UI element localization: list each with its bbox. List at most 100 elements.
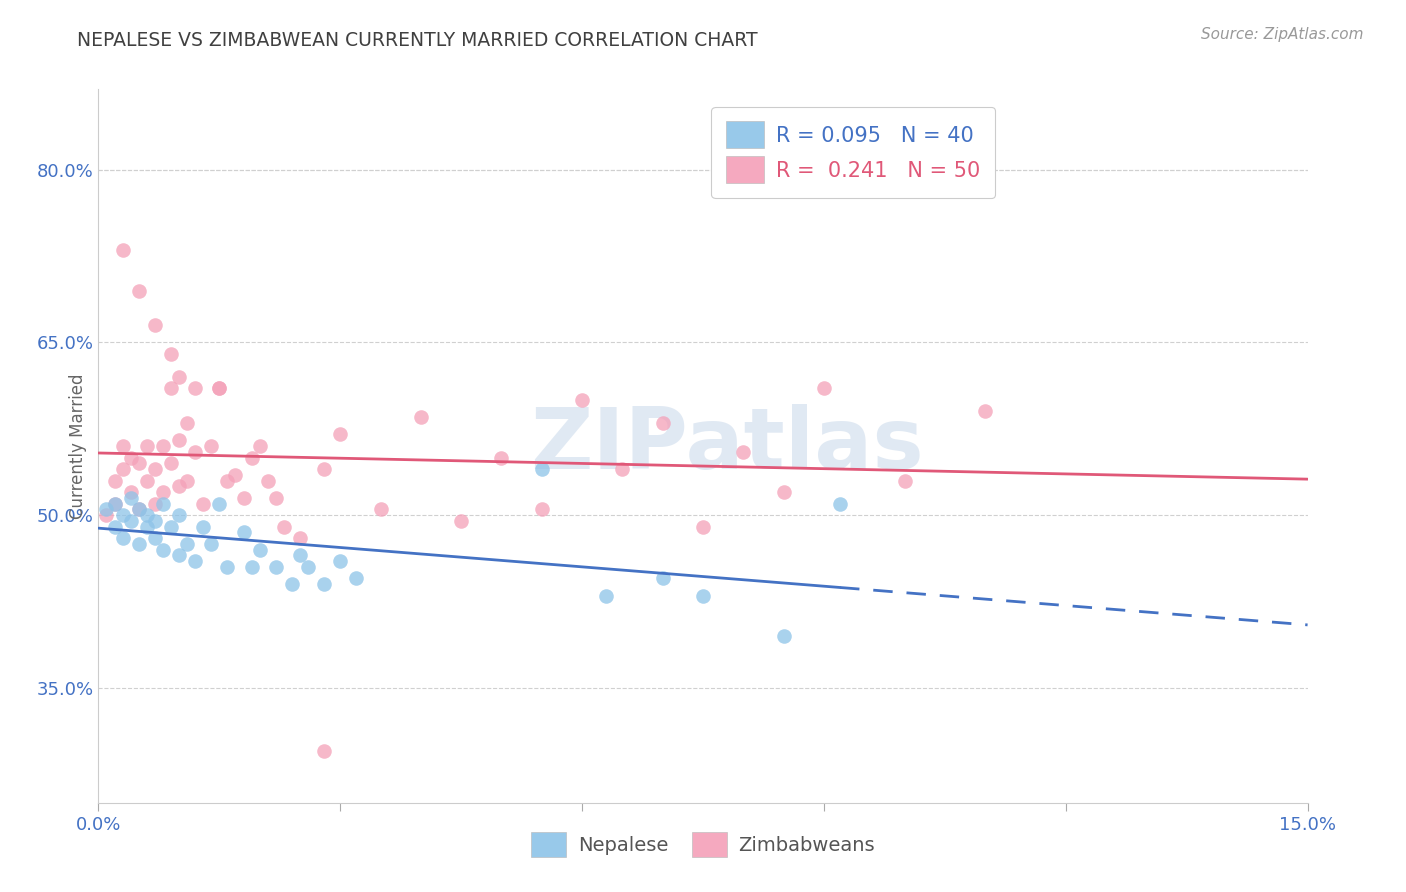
Point	[135, 508, 157, 522]
Point	[167, 479, 190, 493]
Point	[530, 462, 553, 476]
Point	[692, 519, 714, 533]
Point	[111, 462, 134, 476]
Point	[288, 549, 311, 563]
Point	[160, 347, 183, 361]
Point	[135, 439, 157, 453]
Point	[111, 531, 134, 545]
Point	[612, 462, 634, 476]
Point	[160, 519, 183, 533]
Point	[111, 439, 134, 453]
Point	[288, 531, 311, 545]
Point	[893, 474, 915, 488]
Point	[208, 497, 231, 511]
Point	[128, 502, 150, 516]
Point	[103, 497, 125, 511]
Point	[281, 577, 304, 591]
Point	[176, 474, 198, 488]
Point	[256, 474, 278, 488]
Point	[135, 474, 157, 488]
Point	[772, 485, 794, 500]
Point	[200, 537, 222, 551]
Point	[120, 491, 142, 505]
Text: NEPALESE VS ZIMBABWEAN CURRENTLY MARRIED CORRELATION CHART: NEPALESE VS ZIMBABWEAN CURRENTLY MARRIED…	[77, 31, 758, 50]
Point	[143, 497, 166, 511]
Point	[103, 519, 125, 533]
Point	[813, 381, 835, 395]
Point	[167, 370, 190, 384]
Point	[200, 439, 222, 453]
Point	[120, 450, 142, 465]
Point	[828, 497, 851, 511]
Point	[143, 531, 166, 545]
Point	[344, 571, 367, 585]
Text: ZIPatlas: ZIPatlas	[530, 404, 924, 488]
Point	[264, 559, 287, 574]
Point	[111, 508, 134, 522]
Point	[96, 508, 118, 522]
Point	[772, 629, 794, 643]
Point	[103, 497, 125, 511]
Point	[208, 381, 231, 395]
Point	[273, 519, 295, 533]
Point	[152, 485, 174, 500]
Point	[240, 559, 263, 574]
Point	[176, 416, 198, 430]
Point	[232, 491, 254, 505]
Point	[651, 416, 673, 430]
Point	[370, 502, 392, 516]
Point	[143, 462, 166, 476]
Point	[184, 554, 207, 568]
Point	[571, 392, 593, 407]
Point	[103, 474, 125, 488]
Point	[208, 381, 231, 395]
Point	[193, 497, 215, 511]
Point	[128, 537, 150, 551]
Point	[651, 571, 673, 585]
Point	[409, 410, 432, 425]
Point	[232, 525, 254, 540]
Point	[128, 456, 150, 470]
Point	[167, 549, 190, 563]
Point	[264, 491, 287, 505]
Point	[128, 284, 150, 298]
Point	[152, 542, 174, 557]
Point	[249, 439, 271, 453]
Point	[249, 542, 271, 557]
Point	[240, 450, 263, 465]
Point	[143, 318, 166, 333]
Point	[217, 559, 239, 574]
Point	[314, 577, 336, 591]
Point	[329, 427, 352, 442]
Point	[314, 462, 336, 476]
Point	[217, 474, 239, 488]
Point	[733, 444, 755, 458]
Point	[152, 439, 174, 453]
Point	[143, 514, 166, 528]
Legend: Nepalese, Zimbabweans: Nepalese, Zimbabweans	[523, 824, 883, 864]
Y-axis label: Currently Married: Currently Married	[69, 373, 87, 519]
Point	[120, 485, 142, 500]
Point	[128, 502, 150, 516]
Point	[184, 381, 207, 395]
Point	[152, 497, 174, 511]
Point	[111, 244, 134, 258]
Point	[450, 514, 472, 528]
Point	[314, 744, 336, 758]
Point	[167, 434, 190, 448]
Point	[96, 502, 118, 516]
Point	[167, 508, 190, 522]
Point	[595, 589, 617, 603]
Point	[491, 450, 513, 465]
Point	[193, 519, 215, 533]
Point	[974, 404, 997, 418]
Point	[135, 519, 157, 533]
Point	[329, 554, 352, 568]
Point	[120, 514, 142, 528]
Point	[297, 559, 319, 574]
Point	[160, 456, 183, 470]
Text: Source: ZipAtlas.com: Source: ZipAtlas.com	[1201, 27, 1364, 42]
Point	[176, 537, 198, 551]
Point	[224, 467, 246, 482]
Point	[160, 381, 183, 395]
